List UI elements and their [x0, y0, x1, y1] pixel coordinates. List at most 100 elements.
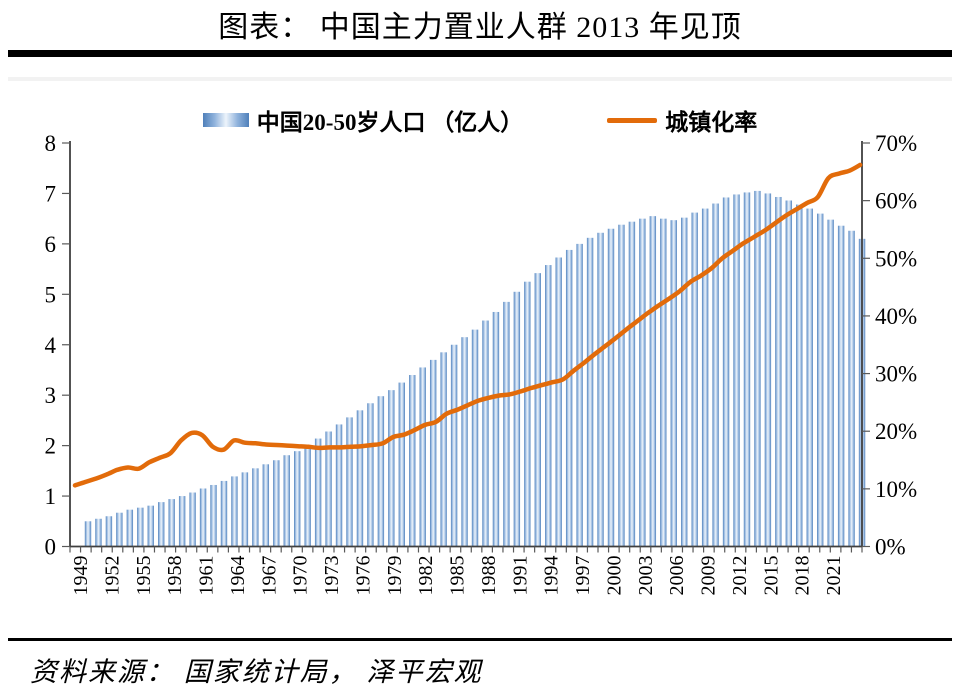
x-axis-tick-label: 1949 — [70, 556, 92, 596]
x-axis-tick-label: 2018 — [792, 556, 814, 596]
bar — [722, 197, 730, 547]
x-axis-tick-label: 1976 — [352, 556, 374, 596]
bar — [513, 291, 521, 547]
right-axis-tick-label: 60% — [875, 189, 917, 214]
left-axis-tick-label: 8 — [45, 131, 57, 156]
bar — [555, 257, 562, 547]
x-axis-tick-label: 1967 — [258, 556, 280, 596]
bar — [586, 237, 594, 547]
bar — [126, 509, 134, 547]
bar — [492, 311, 500, 547]
bar — [524, 281, 531, 547]
x-axis-tick-label: 1958 — [164, 556, 186, 596]
bar — [304, 445, 311, 547]
bar — [199, 488, 207, 547]
bar — [314, 438, 322, 547]
axis-labels: 0 1 2 3 4 5 6 7 8 0% 10% 20% 30% 40% 50% 60% 70% 1949 1952… — [45, 131, 918, 596]
bar — [545, 265, 552, 547]
x-axis-tick-label: 1955 — [133, 556, 155, 596]
bar — [367, 403, 374, 547]
left-axis-tick-label: 6 — [45, 232, 57, 257]
bar — [670, 220, 677, 547]
bar — [346, 417, 353, 547]
bar — [471, 329, 479, 547]
x-axis-tick-label: 1982 — [415, 556, 437, 596]
x-axis-tick-label: 1994 — [541, 556, 563, 596]
bar — [210, 484, 217, 547]
right-axis-tick-label: 70% — [875, 131, 917, 156]
bar — [827, 219, 834, 547]
x-axis-tick-label: 1961 — [196, 556, 218, 596]
x-axis-tick-label: 1952 — [101, 556, 123, 596]
bar — [607, 228, 615, 547]
bar — [168, 499, 175, 547]
bar — [429, 359, 437, 547]
bar — [450, 344, 458, 547]
x-axis-tick-label: 2003 — [635, 556, 657, 596]
bar — [231, 476, 238, 547]
bar — [440, 352, 447, 547]
bar — [220, 480, 228, 547]
bar — [283, 455, 290, 547]
left-axis-tick-label: 3 — [45, 383, 57, 408]
bar — [796, 204, 803, 547]
x-axis-tick-label: 2015 — [760, 556, 782, 596]
bar — [503, 301, 510, 547]
bar — [262, 464, 270, 547]
bar — [178, 496, 186, 547]
x-axis-tick-label: 1997 — [572, 556, 594, 596]
bar — [597, 232, 604, 547]
bar — [701, 208, 709, 547]
x-axis-tick-label: 1985 — [447, 556, 469, 596]
bar — [848, 230, 855, 547]
bar — [628, 221, 636, 547]
chart-title: 图表： 中国主力置业人群 2013 年见顶 — [218, 11, 742, 44]
bar — [565, 249, 573, 547]
x-axis-tick-label: 2009 — [698, 556, 720, 596]
bar — [158, 502, 165, 547]
bar — [294, 451, 301, 547]
bar — [95, 518, 102, 547]
bar — [419, 367, 426, 547]
bar — [335, 424, 343, 547]
bar — [754, 190, 761, 547]
population-bars — [84, 190, 866, 547]
x-axis-tick-label: 1979 — [384, 556, 406, 596]
bar — [409, 375, 416, 547]
left-axis-tick-label: 0 — [45, 535, 57, 560]
bar — [388, 390, 395, 547]
bar — [649, 216, 657, 547]
x-axis-tick-label: 1970 — [290, 556, 312, 596]
bar — [712, 203, 719, 547]
bar — [618, 224, 625, 547]
axes — [69, 141, 863, 548]
bar — [147, 505, 154, 547]
bar — [116, 512, 123, 547]
bar — [681, 217, 688, 547]
bar — [817, 213, 824, 547]
bar — [639, 218, 646, 547]
urbanization-line — [72, 162, 863, 488]
right-axis-tick-label: 50% — [875, 246, 917, 271]
bar — [137, 507, 144, 547]
chart-frame: 中国20-50岁人口 （亿人） 城镇化率 0 1 2 3 4 5 6 7 8 0% 10% 20% 30… — [8, 77, 952, 633]
right-axis-tick-label: 10% — [875, 477, 917, 502]
bar — [377, 396, 385, 547]
left-axis-tick-label: 5 — [45, 282, 57, 307]
bar — [325, 431, 332, 547]
bar — [189, 492, 196, 547]
x-axis-tick-label: 1964 — [227, 556, 249, 596]
x-axis-tick-label: 1973 — [321, 556, 343, 596]
bar — [534, 273, 541, 547]
right-axis-tick-label: 30% — [875, 362, 917, 387]
bar — [482, 320, 489, 547]
bar — [576, 243, 583, 547]
left-axis-tick-label: 7 — [45, 181, 57, 206]
bar — [785, 200, 793, 547]
left-axis-tick-label: 2 — [45, 434, 57, 459]
bar — [837, 225, 845, 547]
bar — [660, 218, 667, 547]
bar — [105, 516, 113, 547]
bar — [461, 337, 468, 547]
